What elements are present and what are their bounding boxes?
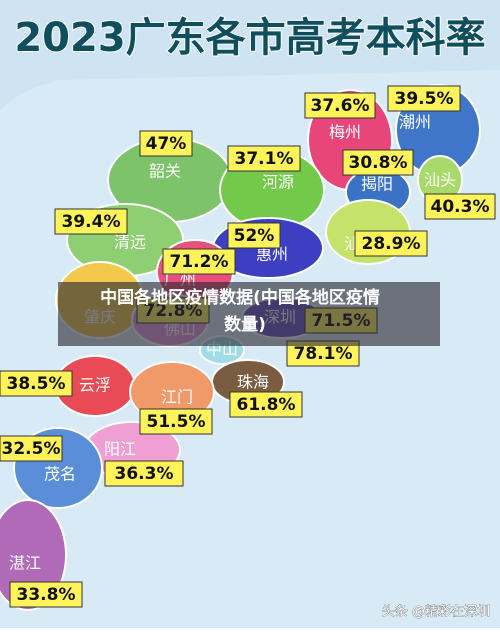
rate-box [139,408,213,435]
region-name: 韶关 [149,162,181,181]
region-name: 清远 [114,233,146,252]
rate-label: 47% [146,134,187,154]
rate-box [54,208,128,235]
rate-label: 78.1% [294,344,353,364]
overlay-line1: 中国各地区疫情数据(中国各地区疫情 [100,287,380,308]
rate-label: 37.1% [235,149,294,169]
overlay-box [58,282,440,346]
rate-box [424,193,496,220]
rate-box [0,370,73,397]
region-name: 江门 [161,388,193,407]
rate-box [387,85,461,112]
rate-box [139,130,193,157]
region-name: 揭阳 [361,175,393,194]
overlay-line2: 数量) [224,314,266,335]
rate-box [304,92,376,119]
region-name: 云浮 [79,376,111,395]
rate-label: 51.5% [147,412,206,432]
rate-label: 39.5% [395,89,454,109]
watermark: 头条 @精彩在深圳 [382,604,490,620]
rate-label: 39.4% [62,212,121,232]
rate-box [104,460,184,487]
rate-label: 52% [234,226,275,246]
rate-label: 37.6% [311,96,370,116]
rate-label: 30.8% [349,153,408,173]
rate-label: 33.8% [17,585,76,605]
rate-box [342,149,414,176]
region-name: 茂名 [44,465,76,484]
rate-box [0,435,63,462]
rate-box [354,230,428,257]
rate-box [162,248,236,275]
region-name: 阳江 [104,440,136,459]
rate-box [227,222,281,249]
rate-box [229,391,303,418]
rate-label: 71.2% [170,252,229,272]
rate-box [9,581,83,608]
region-name: 惠州 [256,245,288,264]
rate-label: 36.3% [115,464,174,484]
region-name: 潮州 [399,113,431,132]
region-name: 汕头 [424,171,456,190]
region-name: 河源 [262,173,294,192]
rate-label: 38.5% [7,374,66,394]
region-name: 梅州 [329,123,361,142]
region-name: 湛江 [9,554,41,573]
rate-label: 32.5% [2,439,61,459]
rate-box [227,145,301,172]
rate-label: 61.8% [237,395,296,415]
rate-label: 40.3% [431,197,490,217]
labels: 梅州 37.6% 潮州 39.5% 揭阳 30.8% 汕头 40.3% 韶关 47% 河源 37.1%… [0,85,496,608]
rate-label: 28.9% [362,234,421,254]
title: 2023广东各市高考本科率 [14,15,485,61]
region-name: 珠海 [237,373,269,392]
